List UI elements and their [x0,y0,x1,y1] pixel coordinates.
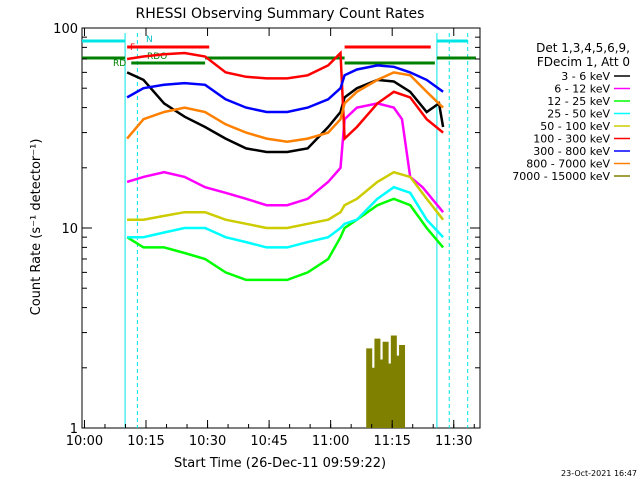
flag-bar-rdo-0 [131,61,206,65]
legend: Det 1,3,4,5,6,9, FDecim 1, Att 0 3 - 6 k… [512,41,630,183]
x-tick-label-4: 11:00 [312,434,349,449]
y-axis-label: Count Rate (s⁻¹ detector⁻¹) [29,139,44,316]
series-0-line [126,71,445,154]
y-tick-label-1: 10 [61,222,78,237]
legend-header-line-2: FDecim 1, Att 0 [537,55,630,69]
legend-header-line-1: Det 1,3,4,5,6,9, [536,41,630,55]
flag-bar-rd-0 [82,56,126,60]
footer-date: 23-Oct-2021 16:47 [561,469,637,478]
x-tick-label-1: 10:15 [127,434,164,449]
series-5-line [126,50,444,142]
legend-label-5: 100 - 300 keV [533,133,610,146]
legend-label-4: 50 - 100 keV [540,120,610,133]
y-tick-label-0: 1 [70,422,78,437]
flag-bar-n-0 [82,39,126,43]
flag-label-f: F [130,43,135,53]
series-4-line [127,170,445,230]
flag-bars: N F RD RDO [82,35,476,69]
legend-label-2: 12 - 25 keV [547,95,610,108]
flag-bar-rdo-1 [344,61,435,65]
legend-label-8: 7000 - 15000 keV [512,170,610,183]
series-3-line [127,185,445,249]
flag-bar-f-1 [344,45,431,49]
flag-bar-f-0 [127,45,210,49]
legend-label-0: 3 - 6 keV [561,70,610,83]
flag-bar-n-1 [436,39,468,43]
legend-label-6: 300 - 800 keV [533,145,610,158]
flag-bar-rd-2 [436,56,476,60]
flag-label-rd: RD [113,59,126,69]
flag-label-n: N [146,35,153,45]
legend-label-3: 25 - 50 keV [547,108,610,121]
x-tick-label-2: 10:30 [189,434,226,449]
axes: 10:00 10:15 10:30 10:45 11:00 11:15 11:30 1 10 10… [53,22,480,449]
series-7-line [126,71,444,143]
x-tick-label-3: 10:45 [250,434,287,449]
series-lines [126,50,445,428]
x-tick-label-6: 11:30 [435,434,472,449]
legend-label-7: 800 - 7000 keV [526,158,610,171]
series-8-spikes [366,335,406,428]
flag-bar-rd-1 [205,56,345,60]
y-tick-label-2: 100 [53,22,78,37]
x-tick-label-5: 11:15 [373,434,410,449]
series-2-line [126,197,445,282]
plot-area [81,27,481,429]
x-tick-label-0: 10:00 [66,434,103,449]
chart-title: RHESSI Observing Summary Count Rates [136,6,425,22]
x-axis-label: Start Time (26-Dec-11 09:59:22) [174,456,386,471]
flag-label-rdo: RDO [147,52,167,62]
series-6-line [126,64,444,114]
series-1-line [126,102,445,213]
legend-label-1: 6 - 12 keV [554,83,610,96]
